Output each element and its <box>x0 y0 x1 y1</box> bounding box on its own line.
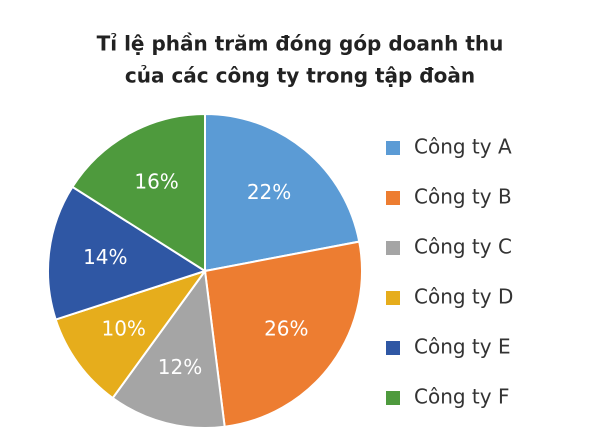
pie-slice <box>204 112 361 273</box>
legend-swatch <box>386 291 400 305</box>
legend-label: Công ty F <box>414 385 509 409</box>
pie-slice <box>54 269 208 400</box>
data-label: 16% <box>134 169 178 193</box>
legend-label: Công ty E <box>414 335 511 359</box>
pie-slice <box>111 268 226 429</box>
legend-label: Công ty C <box>414 235 512 259</box>
chart-title: của các công ty trong tập đoàn <box>125 64 475 88</box>
data-label: 22% <box>247 180 291 204</box>
pie-slice <box>203 240 363 428</box>
legend-swatch <box>386 341 400 355</box>
pie-slice <box>47 185 208 321</box>
legend-swatch <box>386 141 400 155</box>
chart-title: Tỉ lệ phần trăm đóng góp doanh thu <box>97 32 504 56</box>
legend-label: Công ty B <box>414 185 512 209</box>
data-label: 10% <box>101 317 145 341</box>
pie-slice <box>71 112 206 273</box>
legend-swatch <box>386 191 400 205</box>
data-label: 12% <box>158 355 202 379</box>
legend-label: Công ty A <box>414 135 512 159</box>
data-label: 26% <box>264 317 308 341</box>
data-label: 14% <box>83 245 127 269</box>
legend-label: Công ty D <box>414 285 513 309</box>
legend-swatch <box>386 391 400 405</box>
legend-swatch <box>386 241 400 255</box>
